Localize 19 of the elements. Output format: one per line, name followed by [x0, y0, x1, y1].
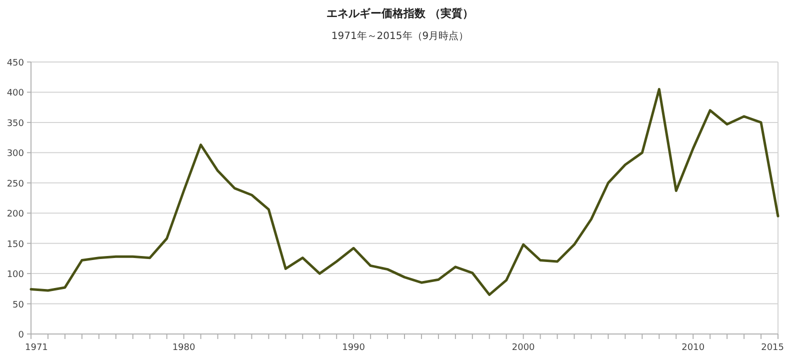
chart-subtitle: 1971年～2015年（9月時点） — [331, 30, 469, 42]
x-tick-label: 1980 — [172, 343, 196, 353]
y-tick-label: 450 — [6, 58, 24, 68]
y-tick-label: 50 — [12, 300, 24, 310]
y-tick-label: 250 — [6, 179, 24, 190]
y-tick-label: 200 — [6, 210, 24, 220]
line-series — [30, 88, 780, 296]
x-tick-label: 2010 — [682, 343, 705, 353]
y-tick-label: 400 — [6, 88, 24, 99]
y-tick-label: 100 — [6, 270, 24, 280]
y-tick-label: 350 — [6, 118, 24, 129]
x-tick-label: 2015 — [761, 343, 784, 353]
y-tick-label: 150 — [6, 240, 24, 250]
x-tick-label: 1971 — [25, 343, 48, 353]
chart-title: エネルギー価格指数 （実質） — [326, 7, 474, 20]
y-tick-label: 300 — [6, 149, 24, 160]
y-tick-label: 0 — [18, 330, 24, 340]
x-tick-label: 2000 — [512, 343, 536, 353]
x-tick-label: 1990 — [342, 343, 366, 353]
